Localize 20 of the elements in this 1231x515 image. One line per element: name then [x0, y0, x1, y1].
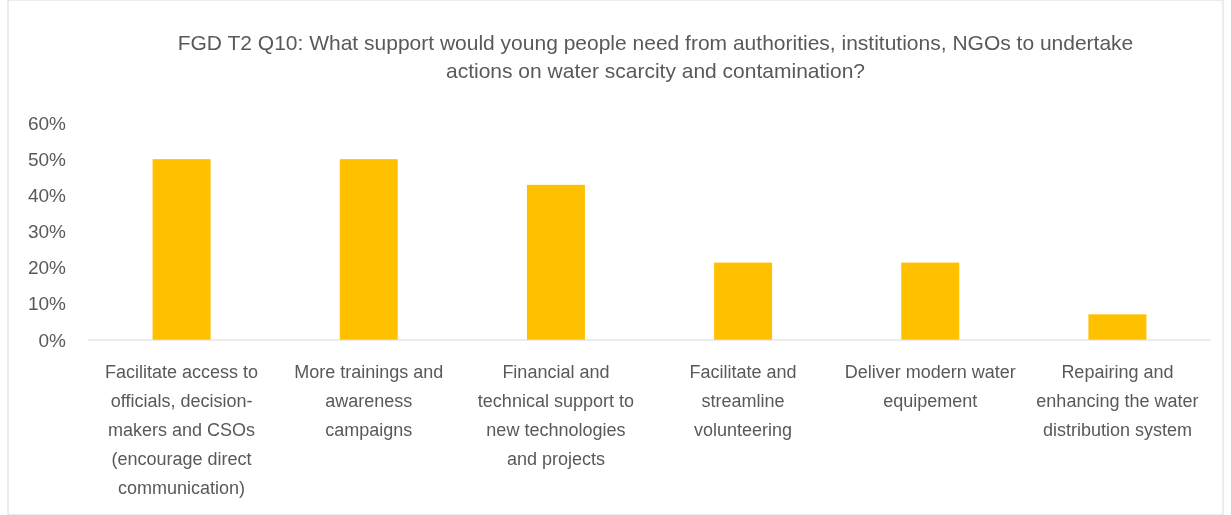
chart-title: FGD T2 Q10: What support would young people need from authorities, institutions, NGOs to undertake actions on water scarcity and contamination?: [177, 31, 1134, 82]
y-tick-label: 30%: [27, 221, 67, 243]
bar: [1088, 314, 1147, 340]
bar: [152, 159, 211, 340]
bar: [901, 262, 960, 340]
y-tick-label: 60%: [27, 112, 67, 134]
y-tick-label: 50%: [27, 148, 67, 170]
bar: [526, 184, 585, 340]
bar: [339, 159, 398, 340]
y-tick-label: 20%: [27, 257, 67, 279]
x-tick-label: Financial and technical support to new technologies and projects: [477, 362, 634, 469]
x-tick-label: Deliver modern water equipement: [844, 362, 1016, 411]
bar: [714, 262, 773, 340]
x-tick-label: Facilitate access to officials, decision-makers and CSOs (encourage direct communication): [105, 362, 259, 498]
x-tick-label: More trainings and awareness campaigns: [294, 362, 444, 440]
y-tick-label: 40%: [27, 184, 67, 206]
x-tick-label: Repairing and enhancing the water distribution system: [1036, 362, 1199, 440]
y-tick-label: 10%: [27, 293, 67, 315]
y-tick-label: 0%: [38, 329, 67, 351]
x-tick-label: Facilitate and streamline volunteering: [689, 362, 797, 440]
